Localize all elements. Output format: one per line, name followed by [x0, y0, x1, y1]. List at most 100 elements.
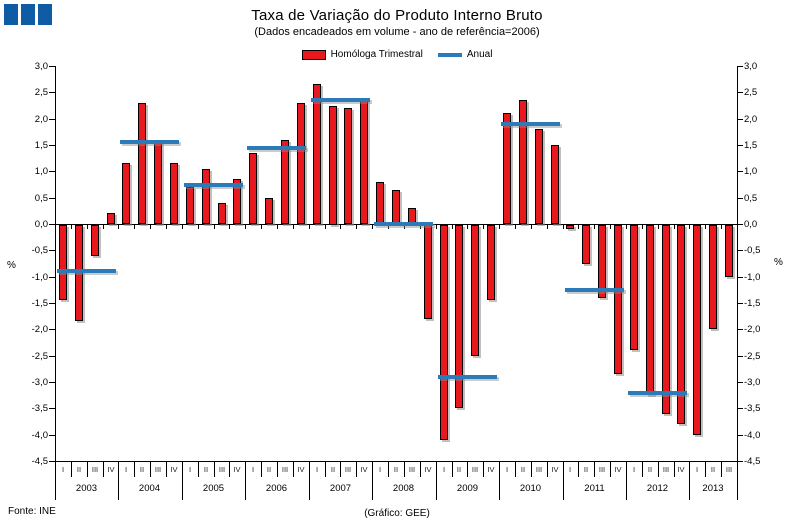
chart-legend: Homóloga Trimestral Anual [0, 49, 794, 60]
year-separator [737, 462, 738, 500]
quarter-separator [356, 462, 357, 477]
legend-line-swatch [437, 52, 462, 57]
zero-line-tick [182, 225, 183, 229]
bar-2010-III [535, 129, 543, 224]
zero-line-tick [515, 225, 516, 229]
quarter-separator [515, 462, 516, 477]
year-separator [245, 462, 246, 500]
annual-line-2006 [247, 146, 306, 150]
bar-2011-II [582, 225, 590, 264]
quarter-label-2010-IV: IV [551, 465, 559, 474]
quarter-label-2010-I: I [505, 465, 509, 474]
quarter-separator [87, 462, 88, 477]
year-separator [55, 462, 56, 500]
year-label-2006: 2006 [265, 483, 288, 494]
zero-line-tick [325, 225, 326, 229]
bar-2007-II [329, 106, 337, 225]
y-tick-label-left: 0,0 [34, 219, 48, 230]
y-tick-label-left: -3,0 [31, 377, 48, 388]
zero-line-tick [87, 225, 88, 229]
annual-line-2007 [311, 98, 370, 102]
zero-line-tick [594, 225, 595, 229]
quarter-label-2009-II: II [456, 465, 462, 474]
y-tick-left [49, 145, 55, 146]
bar-2003-III [91, 225, 99, 256]
bar-2010-I [503, 113, 511, 224]
y-tick-label-right: -3,0 [744, 377, 761, 388]
quarter-label-2008-III: III [408, 465, 416, 474]
y-tick-right [737, 92, 743, 93]
y-tick-label-right: 3,0 [744, 61, 758, 72]
zero-line-tick [483, 225, 484, 229]
quarter-label-2013-I: I [695, 465, 699, 474]
quarter-separator [103, 462, 104, 477]
year-separator [372, 462, 373, 500]
y-tick-label-left: 3,0 [34, 61, 48, 72]
quarter-label-2011-IV: IV [614, 465, 622, 474]
y-tick-right [737, 461, 743, 462]
y-tick-label-right: -2,5 [744, 351, 761, 362]
y-tick-label-left: -2,5 [31, 351, 48, 362]
y-tick-label-left: 1,5 [34, 140, 48, 151]
y-axis-unit-left: % [7, 260, 16, 271]
page-title: Taxa de Variação do Produto Interno Brut… [251, 7, 543, 24]
quarter-label-2007-IV: IV [360, 465, 368, 474]
y-tick-label-right: -0,5 [744, 245, 761, 256]
quarter-separator [150, 462, 151, 477]
logo-squares [4, 4, 52, 25]
page-subtitle: (Dados encadeados em volume - ano de ref… [254, 26, 540, 38]
quarter-separator [134, 462, 135, 477]
quarter-label-2008-IV: IV [424, 465, 432, 474]
logo-square [4, 4, 18, 25]
y-tick-left [49, 382, 55, 383]
y-tick-left [49, 92, 55, 93]
zero-line-tick [721, 225, 722, 229]
annual-line-2005 [184, 183, 243, 187]
zero-line-tick [531, 225, 532, 229]
bar-2003-II [75, 225, 83, 321]
y-tick-right [737, 382, 743, 383]
zero-line-tick [356, 225, 357, 229]
zero-line-tick [737, 225, 738, 229]
bar-2013-I [693, 225, 701, 435]
bar-2004-III [154, 140, 162, 224]
quarter-label-2007-III: III [344, 465, 352, 474]
quarter-label-2009-I: I [442, 465, 446, 474]
bar-2006-III [281, 140, 289, 224]
quarter-separator [578, 462, 579, 477]
quarter-separator [340, 462, 341, 477]
y-tick-right [737, 303, 743, 304]
bar-2011-IV [614, 225, 622, 374]
legend-line-label: Anual [466, 49, 493, 60]
y-tick-left [49, 461, 55, 462]
bar-2013-II [709, 225, 717, 329]
quarter-label-2006-IV: IV [297, 465, 305, 474]
quarter-label-2003-III: III [91, 465, 99, 474]
y-tick-label-right: -1,0 [744, 272, 761, 283]
annual-line-2004 [120, 140, 179, 144]
zero-line-tick [277, 225, 278, 229]
y-tick-label-left: -1,5 [31, 298, 48, 309]
zero-line-tick [293, 225, 294, 229]
zero-line-tick [388, 225, 389, 229]
y-tick-label-left: 2,0 [34, 114, 48, 125]
zero-line-tick [499, 225, 500, 229]
y-tick-label-right: -2,0 [744, 324, 761, 335]
legend-bar-label: Homóloga Trimestral [330, 49, 423, 60]
y-tick-label-right: 2,5 [744, 87, 758, 98]
year-separator [499, 462, 500, 500]
bar-2005-II [202, 169, 210, 224]
zero-line-tick [134, 225, 135, 229]
quarter-separator [642, 462, 643, 477]
quarter-label-2007-I: I [315, 465, 319, 474]
annual-line-2011 [565, 288, 624, 292]
y-tick-left [49, 171, 55, 172]
quarter-separator [325, 462, 326, 477]
year-separator [563, 462, 564, 500]
zero-line-tick [103, 225, 104, 229]
year-label-2003: 2003 [75, 483, 98, 494]
bar-2008-IV [424, 225, 432, 319]
quarter-separator [404, 462, 405, 477]
quarter-label-2012-IV: IV [677, 465, 685, 474]
y-tick-left [49, 408, 55, 409]
